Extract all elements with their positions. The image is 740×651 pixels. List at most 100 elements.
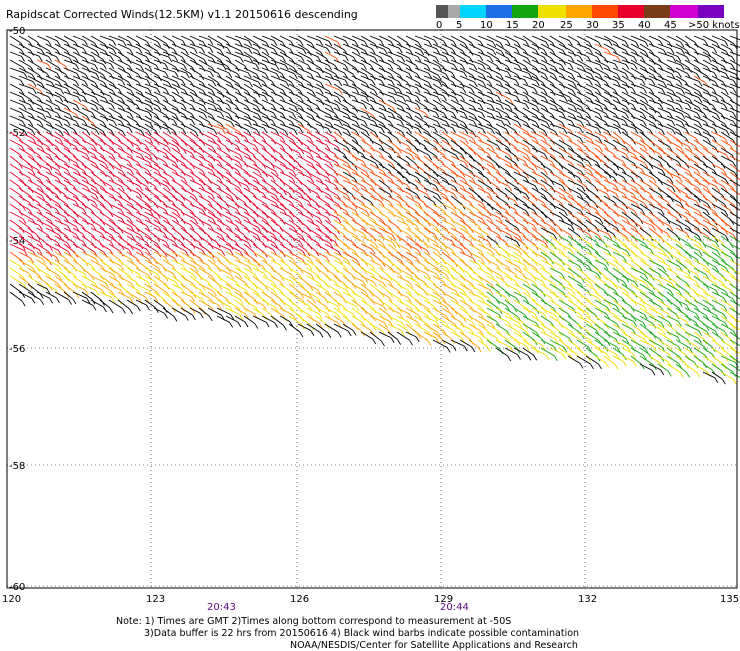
wind-barb bbox=[406, 308, 422, 320]
wind-barb bbox=[460, 212, 476, 225]
wind-barb bbox=[730, 76, 740, 85]
wind-barb bbox=[694, 220, 710, 233]
wind-barb bbox=[298, 252, 313, 263]
wind-barb bbox=[352, 212, 368, 226]
wind-barb bbox=[109, 300, 125, 313]
wind-barb bbox=[469, 68, 486, 79]
wind-barb bbox=[613, 228, 629, 242]
wind-barb bbox=[604, 76, 620, 86]
wind-barb bbox=[649, 212, 664, 225]
wind-barb bbox=[667, 324, 679, 336]
wind-barb bbox=[667, 36, 684, 47]
wind-barb bbox=[280, 108, 296, 118]
wind-barb bbox=[154, 76, 172, 87]
wind-barb bbox=[199, 172, 211, 184]
wind-barb bbox=[631, 284, 647, 298]
wind-barb bbox=[145, 188, 161, 202]
wind-barb bbox=[703, 92, 719, 102]
wind-barb bbox=[181, 132, 197, 146]
footnote-line-1: Note: 1) Times are GMT 2)Times along bot… bbox=[116, 616, 511, 627]
wind-barb bbox=[190, 52, 207, 64]
wind-barb bbox=[172, 116, 185, 127]
lon-tick: 135 bbox=[720, 594, 739, 605]
lat-tick: -58 bbox=[9, 461, 25, 472]
wind-barb bbox=[433, 244, 450, 256]
wind-barb bbox=[721, 212, 734, 225]
wind-barb bbox=[55, 292, 72, 305]
wind-barb bbox=[505, 60, 521, 70]
wind-barb bbox=[28, 276, 44, 289]
wind-barb bbox=[703, 84, 716, 94]
wind-barb bbox=[280, 236, 293, 248]
wind-barb bbox=[316, 108, 333, 120]
wind-barb bbox=[685, 148, 701, 162]
lon-tick: 123 bbox=[146, 594, 165, 605]
wind-barb bbox=[109, 292, 122, 304]
wind-barb bbox=[559, 300, 576, 313]
wind-barb bbox=[595, 36, 612, 46]
wind-barb bbox=[730, 92, 740, 104]
footnote-line-3: NOAA/NESDIS/Center for Satellite Applica… bbox=[290, 640, 578, 651]
wind-barb bbox=[460, 156, 473, 169]
wind-barb bbox=[73, 212, 88, 225]
wind-barb bbox=[235, 228, 247, 240]
wind-barb bbox=[703, 156, 715, 168]
wind-barb bbox=[271, 212, 285, 225]
wind-barb bbox=[91, 84, 104, 95]
wind-barb bbox=[649, 76, 666, 87]
wind-barb bbox=[100, 116, 117, 126]
wind-barb bbox=[424, 332, 439, 343]
wind-barb bbox=[595, 340, 608, 352]
wind-barb bbox=[172, 188, 185, 201]
wind-barb bbox=[208, 68, 221, 78]
wind-barb bbox=[532, 332, 545, 344]
wind-barb bbox=[244, 220, 261, 232]
wind-barb bbox=[532, 348, 549, 360]
wind-barb bbox=[343, 84, 359, 93]
wind-barb bbox=[631, 156, 648, 168]
wind-barb bbox=[271, 268, 284, 281]
wind-barb bbox=[694, 260, 710, 272]
wind-barb bbox=[586, 196, 598, 208]
wind-barb bbox=[730, 148, 740, 160]
wind-barb bbox=[730, 212, 740, 224]
wind-barb bbox=[262, 180, 278, 194]
wind-barb bbox=[676, 356, 688, 368]
wind-barb bbox=[649, 260, 666, 272]
wind-barb bbox=[550, 92, 568, 102]
wind-barb bbox=[127, 300, 140, 311]
wind-barb bbox=[730, 340, 740, 352]
wind-barb bbox=[154, 172, 169, 184]
time-label: 20:44 bbox=[440, 602, 469, 613]
wind-barb bbox=[379, 268, 392, 281]
wind-barb bbox=[640, 140, 655, 154]
wind-barb bbox=[496, 172, 508, 184]
wind-barb bbox=[127, 236, 143, 249]
wind-barb bbox=[10, 156, 22, 168]
wind-barb bbox=[622, 220, 638, 232]
wind-barb bbox=[721, 68, 739, 79]
wind-barb bbox=[136, 116, 153, 128]
wind-barb bbox=[289, 260, 303, 273]
wind-barb bbox=[415, 36, 432, 46]
wind-barb bbox=[316, 236, 333, 248]
wind-barb bbox=[316, 188, 333, 200]
wind-barb bbox=[487, 204, 503, 217]
wind-barb bbox=[82, 268, 94, 280]
wind-barb bbox=[325, 260, 338, 273]
wind-barb bbox=[676, 124, 689, 134]
wind-barb bbox=[541, 284, 557, 298]
wind-barb bbox=[109, 36, 126, 46]
wind-barb bbox=[46, 124, 63, 136]
wind-barb bbox=[469, 212, 485, 224]
wind-barb bbox=[469, 196, 485, 208]
wind-barb bbox=[415, 156, 430, 171]
wind-barb bbox=[415, 180, 427, 192]
wind-barb bbox=[541, 188, 554, 200]
wind-barb bbox=[667, 76, 682, 85]
wind-barb bbox=[181, 180, 193, 192]
wind-barb bbox=[37, 292, 53, 303]
wind-barb bbox=[604, 276, 617, 289]
wind-barb bbox=[424, 260, 440, 273]
